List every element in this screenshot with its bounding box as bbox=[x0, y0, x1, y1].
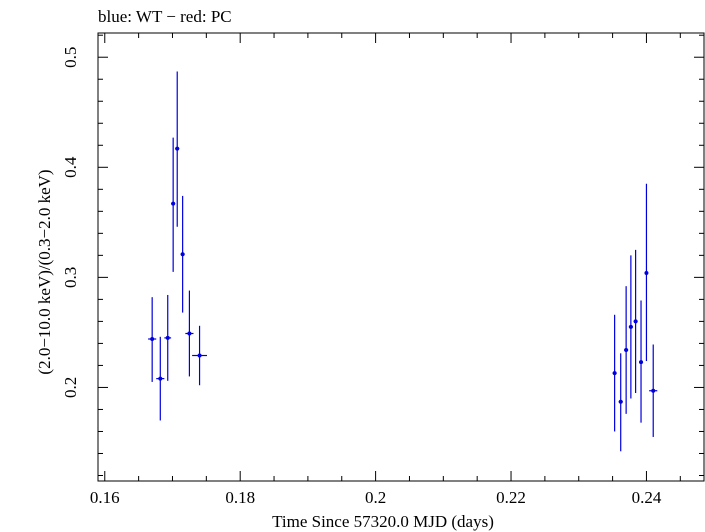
plot-frame bbox=[97, 32, 705, 482]
point-marker bbox=[187, 331, 192, 336]
point-marker bbox=[624, 348, 629, 353]
y-tick-label: 0.2 bbox=[61, 377, 80, 398]
data-point bbox=[649, 344, 658, 437]
y-tick-label: 0.3 bbox=[61, 267, 80, 288]
data-point bbox=[156, 336, 165, 421]
data-point bbox=[171, 137, 176, 272]
point-marker bbox=[633, 319, 638, 324]
x-tick-label: 0.22 bbox=[496, 488, 526, 507]
y-tick-label: 0.5 bbox=[61, 47, 80, 68]
data-point bbox=[612, 314, 617, 432]
data-point bbox=[633, 249, 638, 393]
point-marker bbox=[651, 388, 656, 393]
data-point bbox=[180, 195, 185, 313]
data-point bbox=[638, 300, 644, 423]
y-axis-tick-labels: 0.2 0.3 0.4 0.5 bbox=[61, 47, 80, 398]
data-point bbox=[628, 255, 633, 399]
x-axis-tick-labels: 0.16 0.18 0.2 0.22 0.24 bbox=[90, 488, 662, 507]
data-point bbox=[192, 325, 208, 386]
data-point bbox=[175, 71, 180, 227]
x-tick-label: 0.16 bbox=[90, 488, 120, 507]
point-marker bbox=[171, 201, 176, 206]
point-marker bbox=[628, 324, 633, 329]
point-marker bbox=[644, 270, 649, 275]
y-axis-label: (2.0−10.0 keV)/(0.3−2.0 keV) bbox=[35, 169, 54, 374]
data-point bbox=[618, 353, 623, 452]
series-wt bbox=[148, 71, 658, 452]
x-axis-label: Time Since 57320.0 MJD (days) bbox=[272, 512, 494, 531]
x-tick-label: 0.18 bbox=[225, 488, 255, 507]
data-series bbox=[148, 71, 658, 452]
point-marker bbox=[618, 399, 623, 404]
point-marker bbox=[639, 360, 644, 365]
data-point bbox=[164, 294, 172, 381]
data-point bbox=[148, 297, 157, 382]
chart-title: blue: WT − red: PC bbox=[98, 7, 232, 26]
point-marker bbox=[165, 335, 170, 340]
x-tick-label: 0.2 bbox=[365, 488, 386, 507]
data-point bbox=[624, 286, 629, 414]
point-marker bbox=[180, 252, 185, 257]
point-marker bbox=[175, 146, 180, 151]
point-marker bbox=[197, 353, 202, 358]
point-marker bbox=[158, 376, 163, 381]
y-axis-ticks bbox=[98, 34, 704, 476]
x-axis-ticks bbox=[104, 33, 681, 481]
y-tick-label: 0.4 bbox=[61, 156, 80, 178]
data-point bbox=[185, 290, 194, 377]
x-tick-label: 0.24 bbox=[632, 488, 662, 507]
point-marker bbox=[612, 371, 617, 376]
data-point bbox=[644, 183, 649, 362]
point-marker bbox=[150, 337, 155, 342]
